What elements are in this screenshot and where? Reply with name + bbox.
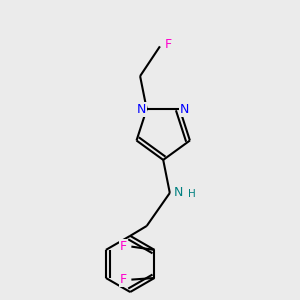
Text: N: N	[173, 186, 183, 200]
Text: N: N	[137, 103, 146, 116]
Text: F: F	[120, 273, 127, 286]
Text: H: H	[188, 189, 196, 199]
Text: F: F	[120, 240, 127, 253]
Text: N: N	[180, 103, 189, 116]
Text: F: F	[165, 38, 172, 51]
